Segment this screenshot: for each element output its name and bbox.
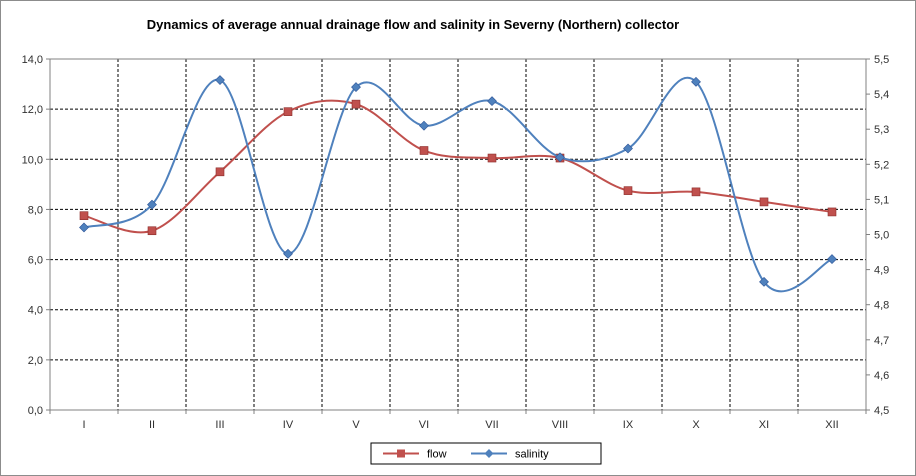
legend: flow salinity xyxy=(370,442,602,465)
data-point-flow xyxy=(691,187,701,197)
data-point-flow xyxy=(351,99,361,109)
data-point-flow xyxy=(827,207,837,217)
data-point-salinity xyxy=(555,152,565,163)
x-tick-label: IV xyxy=(283,419,294,431)
data-point-salinity xyxy=(79,222,89,233)
legend-label-salinity: salinity xyxy=(515,449,549,461)
right-tick-label: 4,5 xyxy=(874,405,889,417)
data-point-salinity xyxy=(759,276,769,287)
left-tick-label: 14,0 xyxy=(22,54,43,66)
series-layer xyxy=(79,75,837,293)
data-point-salinity xyxy=(147,199,157,210)
left-tick-label: 12,0 xyxy=(22,104,43,116)
right-axis-ticks: 4,5 4,6 4,7 4,8 4,9 5,0 5,1 5,2 5,3 5,4 5,5 xyxy=(866,54,889,417)
chart-title: Dynamics of average annual drainage flow… xyxy=(146,17,680,32)
legend-marker-flow xyxy=(397,449,405,458)
left-tick-label: 2,0 xyxy=(28,355,43,367)
legend-marker-salinity xyxy=(484,449,494,458)
left-tick-label: 4,0 xyxy=(28,305,43,317)
x-tick-label: XI xyxy=(759,419,769,431)
x-tick-label: IX xyxy=(623,419,634,431)
data-point-salinity xyxy=(827,254,837,264)
x-tick-label: II xyxy=(149,419,155,431)
left-tick-label: 8,0 xyxy=(28,204,43,216)
right-tick-label: 5,5 xyxy=(874,54,889,66)
data-point-flow xyxy=(147,226,157,236)
data-point-flow xyxy=(759,197,769,207)
data-point-flow xyxy=(487,153,497,163)
right-tick-label: 5,1 xyxy=(874,194,889,206)
x-tick-label: X xyxy=(692,419,700,431)
left-tick-label: 0,0 xyxy=(28,405,43,417)
right-tick-label: 4,6 xyxy=(874,370,889,382)
data-point-salinity xyxy=(623,143,633,154)
x-tick-label: V xyxy=(352,419,360,431)
left-axis-ticks: 0,0 2,0 4,0 6,0 8,0 10,0 12,0 14,0 xyxy=(22,54,50,417)
data-point-salinity xyxy=(487,96,497,107)
x-tick-label: XII xyxy=(825,419,838,431)
right-tick-label: 5,3 xyxy=(874,124,889,136)
right-tick-label: 5,4 xyxy=(874,89,889,101)
left-tick-label: 6,0 xyxy=(28,255,43,267)
series-flow xyxy=(79,99,837,236)
data-point-flow xyxy=(283,107,293,116)
right-tick-label: 4,9 xyxy=(874,265,889,277)
data-point-salinity xyxy=(351,82,361,93)
grid-lines xyxy=(50,59,866,410)
x-tick-label: III xyxy=(215,419,224,431)
legend-label-flow: flow xyxy=(427,449,447,461)
left-tick-label: 10,0 xyxy=(22,154,43,166)
x-tick-label: I xyxy=(82,419,85,431)
data-point-flow xyxy=(623,186,633,195)
data-point-salinity xyxy=(215,75,225,85)
x-tick-label: VIII xyxy=(552,419,569,431)
x-tick-label: VI xyxy=(419,419,429,431)
right-tick-label: 4,8 xyxy=(874,300,889,312)
data-point-flow xyxy=(419,146,429,155)
data-point-salinity xyxy=(283,248,293,259)
data-point-salinity xyxy=(691,76,701,87)
right-tick-label: 5,2 xyxy=(874,159,889,171)
data-point-flow xyxy=(79,211,89,220)
series-salinity xyxy=(79,75,837,293)
data-point-salinity xyxy=(419,120,429,131)
x-axis-ticks: I II III IV V VI VII VIII IX X XI XII xyxy=(49,410,867,431)
data-point-flow xyxy=(215,167,225,177)
right-tick-label: 5,0 xyxy=(874,230,889,242)
right-tick-label: 4,7 xyxy=(874,335,889,347)
x-tick-label: VII xyxy=(485,419,498,431)
